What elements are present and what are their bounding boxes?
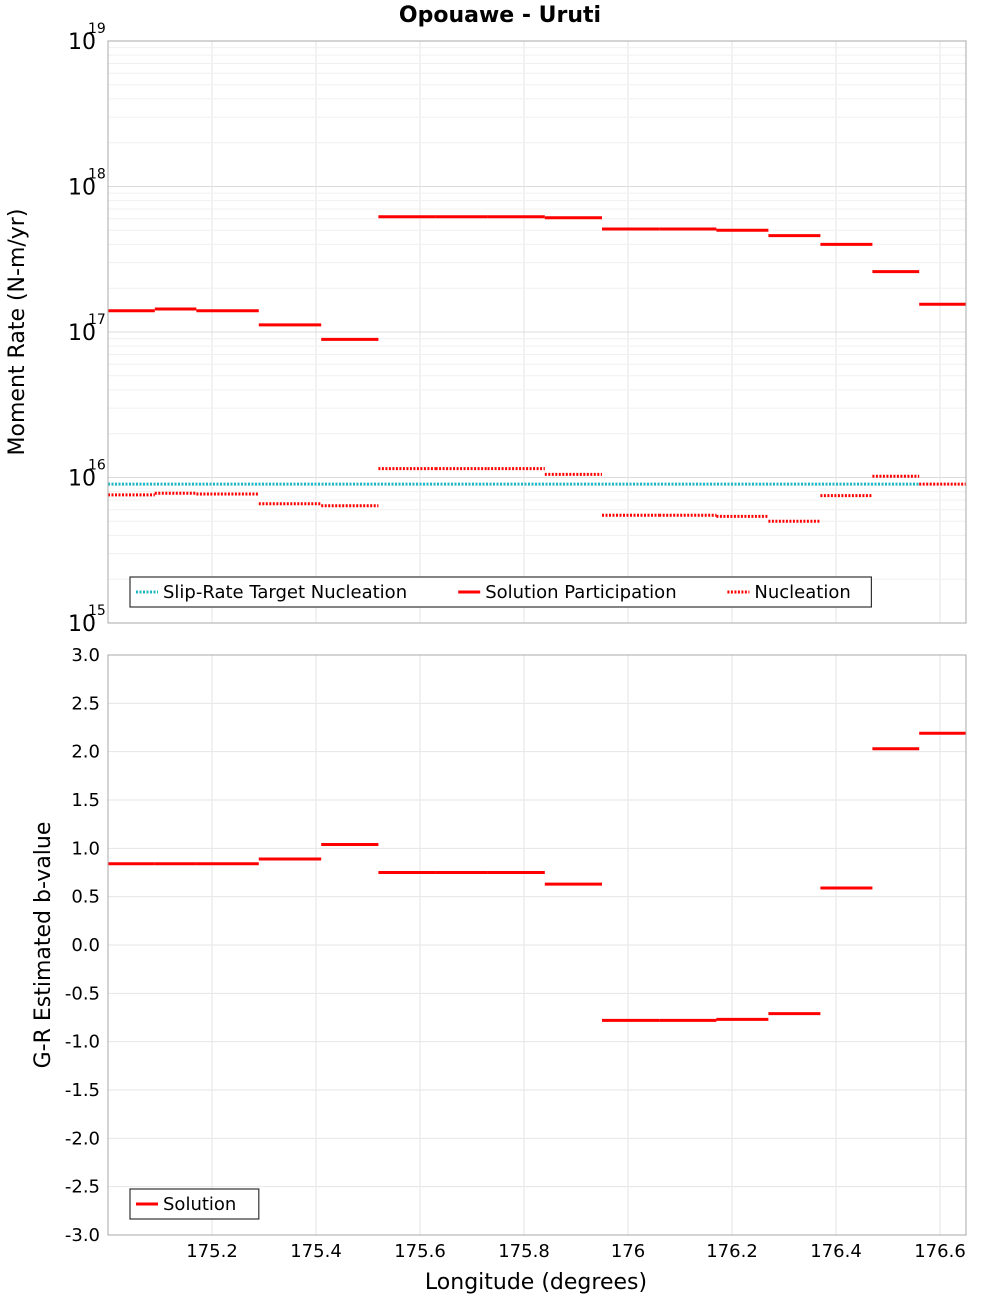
legend-box — [129, 576, 873, 608]
y-tick-label: -1.0 — [65, 1032, 100, 1053]
series-solution — [108, 731, 966, 1022]
y-tick-exponent: 16 — [88, 458, 106, 474]
y-axis-label: G-R Estimated b-value — [31, 822, 56, 1069]
plot-frame — [107, 654, 967, 1236]
x-axis-label: Longitude (degrees) — [425, 1270, 647, 1295]
y-tick-label: 0.5 — [71, 887, 100, 908]
y-tick-label: 2.5 — [71, 693, 100, 714]
x-tick-label: 176 — [611, 1241, 645, 1262]
legend-label: Solution Participation — [485, 582, 676, 603]
y-tick-label: 3.0 — [71, 645, 100, 666]
legend-label: Solution — [163, 1194, 236, 1215]
y-tick-label: 10 — [68, 467, 96, 492]
y-tick-label: 0.0 — [71, 935, 100, 956]
legend: Slip-Rate Target Nucleation Solution Part… — [129, 576, 873, 608]
y-tick-label: 2.0 — [71, 742, 100, 763]
y-axis-label: Moment Rate (N-m/yr) — [5, 209, 30, 456]
y-tick-label: -2.0 — [65, 1128, 100, 1149]
y-tick-label: -1.5 — [65, 1080, 100, 1101]
x-tick-label: 176.4 — [810, 1241, 862, 1262]
y-tick-label: 1.5 — [71, 790, 100, 811]
y-tick-label: -3.0 — [65, 1225, 100, 1246]
legend-label: Slip-Rate Target Nucleation — [163, 582, 407, 603]
y-tick-exponent: 19 — [88, 21, 106, 37]
x-tick-label: 175.8 — [498, 1241, 550, 1262]
series-solution-participation — [108, 215, 966, 341]
y-tick-label: 10 — [68, 612, 96, 637]
legend: Solution — [129, 1188, 260, 1220]
y-tick-label: 1.0 — [71, 838, 100, 859]
legend-label: Nucleation — [754, 582, 850, 603]
x-tick-label: 175.2 — [186, 1241, 238, 1262]
x-tick-label: 176.2 — [706, 1241, 758, 1262]
y-tick-exponent: 15 — [88, 603, 106, 619]
series-nucleation — [108, 467, 966, 523]
plot-frame — [107, 40, 967, 624]
y-tick-label: 10 — [68, 176, 96, 201]
x-tick-label: 175.6 — [394, 1241, 446, 1262]
y-tick-label: 10 — [68, 30, 96, 55]
chart-title: Opouawe - Uruti — [399, 3, 601, 28]
y-tick-label: 10 — [68, 321, 96, 346]
y-tick-exponent: 18 — [88, 167, 106, 183]
x-tick-label: 176.6 — [914, 1241, 966, 1262]
y-tick-label: -2.5 — [65, 1177, 100, 1198]
y-tick-exponent: 17 — [88, 312, 106, 328]
b-value-panel: -3.0 -2.5 -2.0 -1.5 -1.0 -0.5 0.0 0.5 1.0 1.5 2.0 2… — [31, 645, 967, 1262]
x-tick-label: 175.4 — [290, 1241, 342, 1262]
y-tick-label: -0.5 — [65, 983, 100, 1004]
